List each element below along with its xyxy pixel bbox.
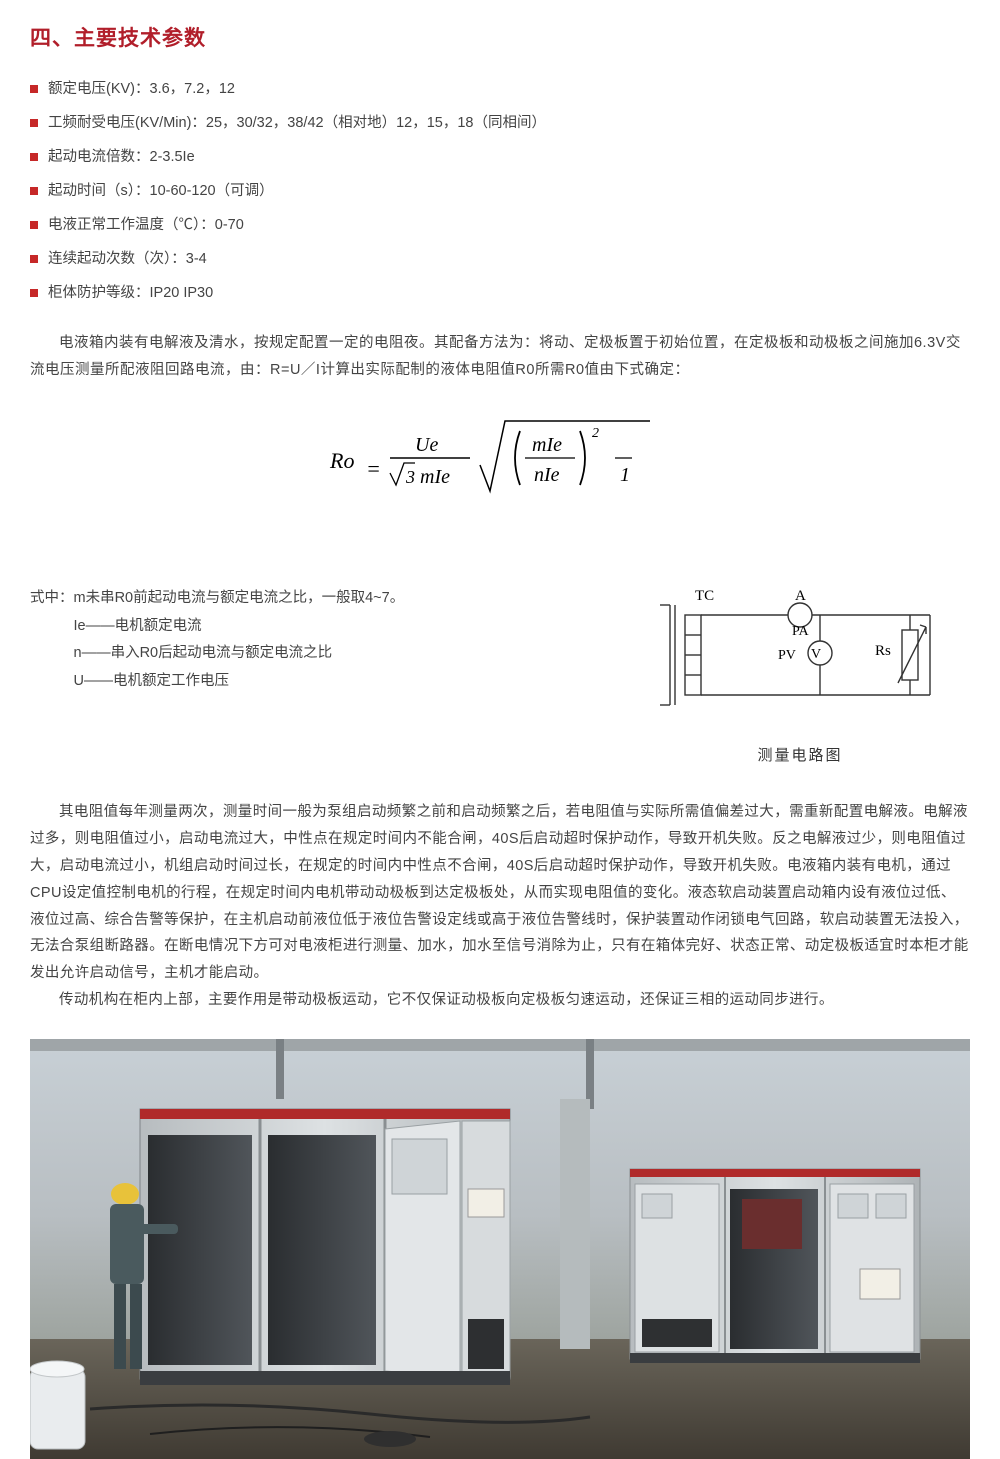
bullet-icon xyxy=(30,187,38,195)
body-paragraph: 其电阻值每年测量两次，测量时间一般为泵组启动频繁之前和启动频繁之后，若电阻值与实… xyxy=(30,799,970,987)
spec-text: 电液正常工作温度（℃）：0-70 xyxy=(48,212,244,238)
svg-text:nIe: nIe xyxy=(534,464,560,486)
body-text-block: 其电阻值每年测量两次，测量时间一般为泵组启动频繁之前和启动频繁之后，若电阻值与实… xyxy=(30,799,970,1014)
spec-text: 连续起动次数（次）：3-4 xyxy=(48,246,207,272)
spec-list: 额定电压(KV)：3.6，7.2，12 工频耐受电压(KV/Min)：25，30… xyxy=(30,76,970,307)
formula-svg: Ro = Ue 3 mIe mIe nIe 2 1 xyxy=(320,413,680,503)
spec-text: 额定电压(KV)：3.6，7.2，12 xyxy=(48,76,235,102)
spec-item: 电液正常工作温度（℃）：0-70 xyxy=(30,212,970,238)
circuit-diagram-block: TC A PA PV V Rs 测量电路图 xyxy=(630,575,970,769)
svg-text:Ue: Ue xyxy=(415,434,438,456)
spec-text: 工频耐受电压(KV/Min)：25，30/32，38/42（相对地）12，15，… xyxy=(48,110,546,136)
definition-line: U——电机额定工作电压 xyxy=(30,668,590,696)
spec-item: 起动电流倍数：2-3.5Ie xyxy=(30,144,970,170)
svg-text:3: 3 xyxy=(405,467,415,487)
circuit-diagram-svg: TC A PA PV V Rs xyxy=(650,575,950,725)
svg-text:A: A xyxy=(795,588,806,604)
definition-line: 式中：m未串R0前起动电流与额定电流之比，一般取4~7。 xyxy=(30,585,590,613)
bullet-icon xyxy=(30,153,38,161)
spec-text: 起动时间（s）：10-60-120（可调） xyxy=(48,178,274,204)
definition-line: n——串入R0后起动电流与额定电流之比 xyxy=(30,640,590,668)
spec-item: 额定电压(KV)：3.6，7.2，12 xyxy=(30,76,970,102)
equipment-photo xyxy=(30,1039,970,1459)
body-paragraph: 传动机构在柜内上部，主要作用是带动极板运动，它不仅保证动极板向定极板匀速运动，还… xyxy=(30,987,970,1014)
definition-and-circuit-row: 式中：m未串R0前起动电流与额定电流之比，一般取4~7。 Ie——电机额定电流 … xyxy=(30,575,970,769)
svg-text:Ro: Ro xyxy=(329,448,354,473)
formula: Ro = Ue 3 mIe mIe nIe 2 1 xyxy=(30,413,970,516)
equipment-photo-svg xyxy=(30,1039,970,1459)
bullet-icon xyxy=(30,85,38,93)
spec-item: 连续起动次数（次）：3-4 xyxy=(30,246,970,272)
svg-text:2: 2 xyxy=(592,426,599,441)
spec-item: 起动时间（s）：10-60-120（可调） xyxy=(30,178,970,204)
svg-text:mIe: mIe xyxy=(532,434,562,456)
definitions-block: 式中：m未串R0前起动电流与额定电流之比，一般取4~7。 Ie——电机额定电流 … xyxy=(30,575,590,695)
svg-text:V: V xyxy=(811,647,821,662)
svg-text:Rs: Rs xyxy=(875,643,891,659)
bullet-icon xyxy=(30,119,38,127)
intro-paragraph: 电液箱内装有电解液及清水，按规定配置一定的电阻夜。其配备方法为：将动、定极板置于… xyxy=(30,330,970,382)
svg-text:PA: PA xyxy=(792,624,810,639)
definition-line: Ie——电机额定电流 xyxy=(30,613,590,641)
bullet-icon xyxy=(30,255,38,263)
svg-text:PV: PV xyxy=(778,648,796,663)
svg-text:=: = xyxy=(366,456,381,481)
svg-text:1: 1 xyxy=(620,464,630,486)
circuit-caption: 测量电路图 xyxy=(630,742,970,769)
spec-item: 柜体防护等级：IP20 IP30 xyxy=(30,280,970,306)
svg-text:mIe: mIe xyxy=(420,466,450,488)
spec-item: 工频耐受电压(KV/Min)：25，30/32，38/42（相对地）12，15，… xyxy=(30,110,970,136)
section-title: 四、主要技术参数 xyxy=(30,20,970,58)
svg-text:TC: TC xyxy=(695,588,714,604)
bullet-icon xyxy=(30,221,38,229)
spec-text: 起动电流倍数：2-3.5Ie xyxy=(48,144,195,170)
spec-text: 柜体防护等级：IP20 IP30 xyxy=(48,280,213,306)
bullet-icon xyxy=(30,289,38,297)
